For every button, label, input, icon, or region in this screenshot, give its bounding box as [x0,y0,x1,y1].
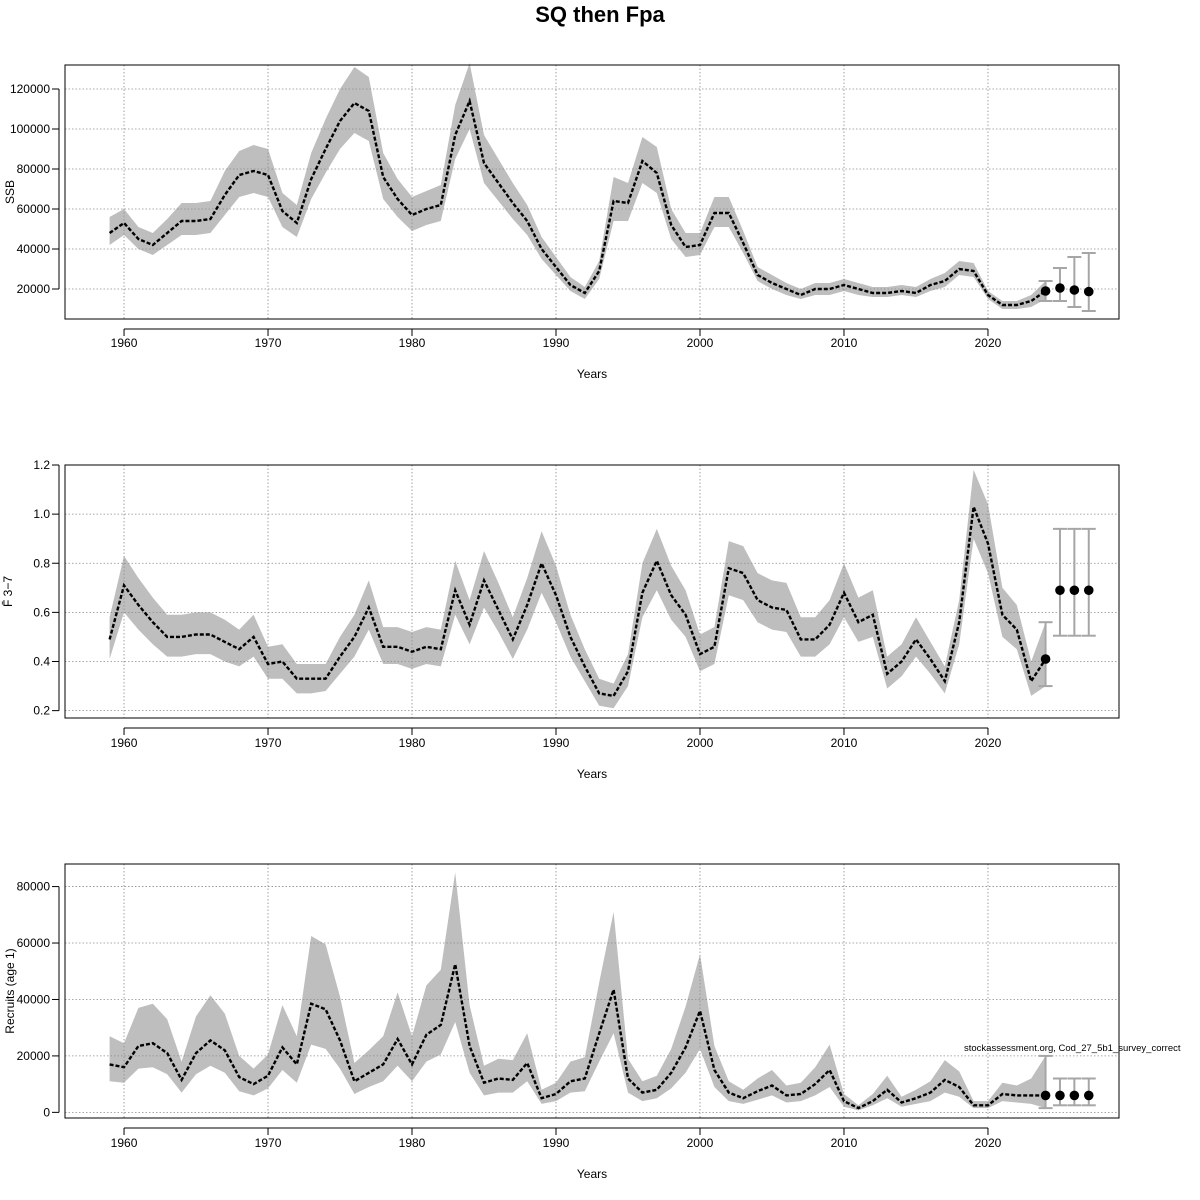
recruits-x-tick-label: 2020 [975,1136,1002,1150]
recruits-x-tick-label: 1960 [111,1136,138,1150]
ssb-forecast-point [1069,285,1080,295]
fbar-x-tick-label: 2020 [975,736,1002,750]
ssb-y-axis-label: SSB [3,180,17,204]
fbar-confidence-band [109,469,1046,709]
chart-title: SQ then Fpa [535,2,665,27]
fbar-forecast-point [1069,585,1080,596]
recruits-y-tick-label: 60000 [17,936,51,950]
recruits-forecast-point [1069,1090,1080,1101]
fbar-x-tick-label: 1960 [111,736,138,750]
recruits-estimate-line [109,963,1046,1110]
fbar-y-axis-label: F̄ 3−7 [1,576,15,607]
ssb-y-tick-label: 60000 [17,202,51,216]
recruits-plot-frame [64,863,1120,1119]
recruits-forecast-point [1055,1090,1065,1101]
fbar-panel: 1960 1970 1980 1990 2000 2010 2020 Years 0.2 0.4 0… [1,458,1120,781]
ssb-x-axis-label: Years [577,367,607,381]
recruits-x-tick-label: 1970 [255,1136,282,1150]
recruits-forecast-point [1083,1090,1094,1101]
recruits-forecast-point [1040,1090,1051,1101]
fbar-estimate-line [108,506,1047,698]
recruits-y-tick-label: 0 [43,1105,50,1119]
fbar-y-tick-label: 0.6 [33,605,50,619]
fbar-y-tick-label: 0.8 [33,556,50,570]
ssb-y-tick-label: 100000 [10,122,50,136]
fbar-x-axis-label: Years [577,767,607,781]
ssb-x-tick-label: 1970 [255,336,282,350]
fbar-x-tick-label: 1970 [255,736,282,750]
ssb-x-tick-label: 2000 [687,336,714,350]
ssb-plot-frame [64,64,1120,320]
ssb-forecast-point [1083,286,1094,297]
ssb-panel: 1960 1970 1980 1990 2000 2010 2020 Years 20000 40… [3,63,1120,381]
ssb-x-tick-label: 1980 [399,336,426,350]
fbar-y-tick-label: 1.2 [33,458,50,472]
fbar-y-tick-label: 1.0 [33,507,50,521]
ssb-y-tick-label: 80000 [17,162,51,176]
ssb-x-tick-label: 2020 [975,336,1002,350]
recruits-y-tick-label: 40000 [17,992,51,1006]
ssb-x-tick-label: 1990 [543,336,570,350]
fbar-forecast-point [1040,654,1051,664]
fbar-forecast-point [1083,585,1094,596]
recruits-y-tick-label: 20000 [17,1049,51,1063]
ssb-forecast-point [1055,283,1065,293]
recruits-x-tick-label: 1990 [543,1136,570,1150]
fbar-y-tick-label: 0.4 [33,655,50,669]
fbar-forecast-point [1055,585,1065,596]
recruits-confidence-band [109,872,1046,1111]
ssb-x-tick-label: 2010 [831,336,858,350]
fbar-plot-frame [64,464,1120,719]
recruits-x-axis-label: Years [577,1167,607,1181]
recruits-y-tick-label: 80000 [17,880,51,894]
credit-text: stockassessment.org, Cod_27_5b1_survey_c… [964,1043,1181,1054]
recruits-x-tick-label: 1980 [399,1136,426,1150]
fbar-y-tick-label: 0.2 [33,704,50,718]
ssb-x-tick-label: 1960 [111,336,138,350]
recruits-x-tick-label: 2000 [687,1136,714,1150]
ssb-y-tick-label: 120000 [10,82,50,96]
ssb-confidence-band [109,63,1046,309]
ssb-y-tick-label: 40000 [17,242,51,256]
fbar-x-tick-label: 2000 [687,736,714,750]
fbar-x-tick-label: 1990 [543,736,570,750]
recruits-panel: 1960 1970 1980 1990 2000 2010 2020 Years 0 20000 4… [3,863,1120,1181]
ssb-y-tick-label: 20000 [17,282,51,296]
fbar-x-tick-label: 2010 [831,736,858,750]
recruits-x-tick-label: 2010 [831,1136,858,1150]
fbar-x-tick-label: 1980 [399,736,426,750]
ssb-estimate-line [108,97,1047,307]
ssb-forecast-point [1040,286,1051,296]
recruits-y-axis-label: Recruits (age 1) [3,948,17,1033]
